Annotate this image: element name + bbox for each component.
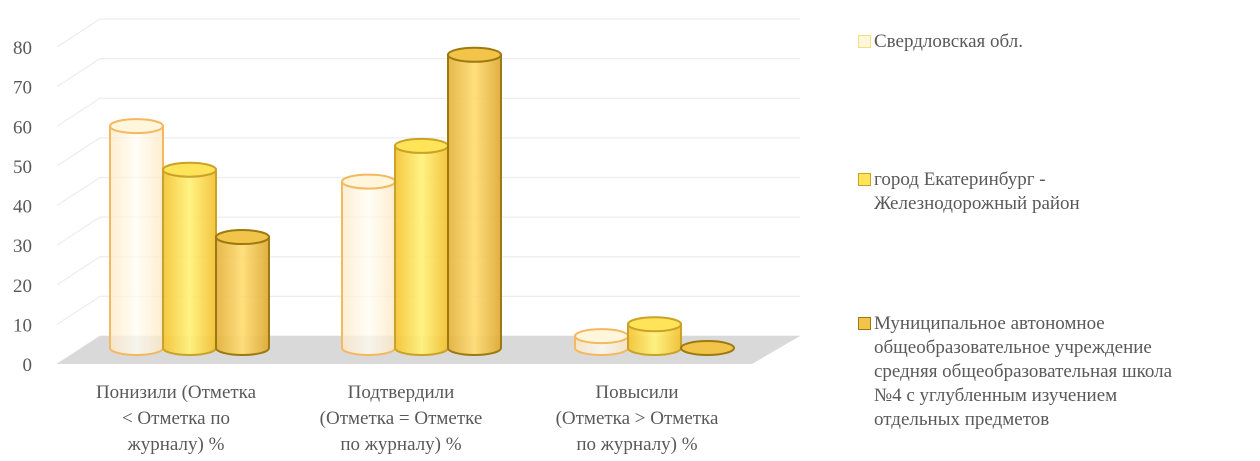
y-tick-label: 10	[13, 315, 32, 336]
legend-label: город Екатеринбург - Железнодорожный рай…	[874, 169, 1080, 214]
legend-swatch-icon	[858, 173, 871, 186]
category-labels: Понизили (Отметка < Отметка по журналу) % П…	[96, 382, 719, 455]
y-axis-ticks: 0 10 20 30 40 50 60 70 80	[13, 38, 32, 376]
gridline	[56, 18, 800, 48]
bar	[109, 118, 164, 356]
y-tick-label: 40	[13, 197, 32, 218]
legend-swatch-icon	[858, 35, 871, 48]
category-label: Повысили (Отметка > Отметка по журналу) %	[556, 382, 719, 455]
gridline	[56, 256, 800, 286]
gridline	[56, 137, 800, 167]
y-tick-label: 30	[13, 236, 32, 257]
y-tick-label: 0	[23, 355, 33, 376]
legend-item: Свердловская обл.	[858, 30, 1023, 54]
bar	[447, 46, 502, 356]
y-tick-label: 50	[13, 157, 32, 178]
bar	[162, 161, 217, 356]
bars	[109, 46, 735, 356]
legend: Свердловская обл. город Екатеринбург - Ж…	[858, 0, 1258, 461]
bar	[341, 173, 396, 356]
gridline	[56, 57, 800, 88]
bar	[574, 328, 629, 356]
gridline	[56, 176, 800, 207]
category-label: Подтвердили (Отметка = Отметке по журналу)…	[320, 382, 483, 455]
y-tick-label: 80	[13, 38, 32, 59]
bar	[215, 229, 270, 356]
legend-item: Муниципальное автономное общеобразовател…	[858, 312, 1172, 432]
y-tick-label: 20	[13, 276, 32, 297]
bar	[680, 340, 735, 356]
gridline	[56, 295, 800, 325]
y-tick-label: 60	[13, 117, 32, 138]
legend-label: Свердловская обл.	[874, 31, 1023, 52]
legend-label: Муниципальное автономное общеобразовател…	[874, 313, 1173, 430]
category-label: Понизили (Отметка < Отметка по журналу) %	[96, 382, 257, 455]
gridlines	[56, 18, 800, 365]
legend-item: город Екатеринбург - Железнодорожный рай…	[858, 168, 1080, 216]
y-tick-label: 70	[13, 78, 32, 99]
gridline	[56, 216, 800, 246]
bar	[627, 316, 682, 356]
bar	[394, 137, 449, 356]
gridline	[56, 97, 800, 127]
legend-swatch-icon	[858, 317, 871, 330]
